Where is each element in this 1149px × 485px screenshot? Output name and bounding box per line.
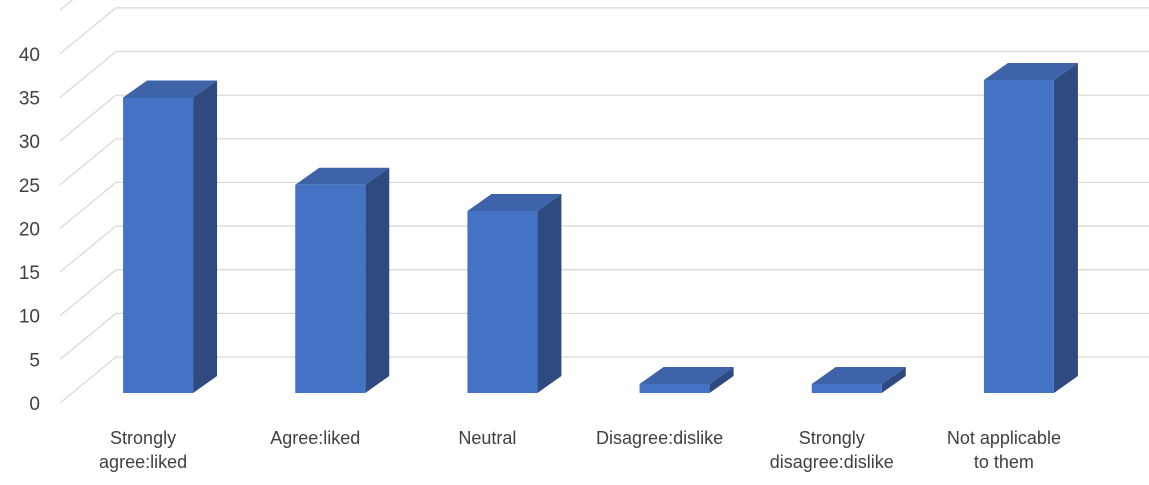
gridline-side bbox=[59, 7, 117, 55]
bar-side bbox=[365, 167, 390, 393]
y-tick-label: 20 bbox=[19, 219, 40, 240]
x-category-label: Neutral bbox=[458, 428, 516, 448]
gridline-side bbox=[59, 50, 117, 98]
gridline-side bbox=[59, 356, 117, 404]
bar bbox=[639, 367, 734, 393]
x-category-label: Strongly agree:liked bbox=[99, 428, 187, 472]
gridline-side bbox=[59, 225, 117, 273]
y-tick-label: 30 bbox=[19, 132, 40, 153]
bar bbox=[123, 80, 218, 393]
bar-front bbox=[467, 210, 538, 393]
bar bbox=[295, 167, 390, 393]
y-tick-label: 35 bbox=[19, 88, 40, 109]
y-tick-label: 5 bbox=[29, 350, 40, 371]
bar-front bbox=[983, 79, 1054, 394]
bar-side bbox=[881, 367, 906, 393]
x-category-label: Agree:liked bbox=[270, 428, 360, 448]
x-axis-categories: Strongly agree:liked Agree:liked Neutral Dis… bbox=[99, 428, 1061, 472]
bar-top bbox=[123, 80, 218, 98]
x-category-label: Disagree:dislike bbox=[596, 428, 723, 448]
bars bbox=[123, 62, 1078, 394]
y-tick-label: 10 bbox=[19, 307, 40, 328]
bar-top bbox=[983, 62, 1078, 80]
bar-front bbox=[811, 384, 882, 393]
bar-front bbox=[639, 384, 710, 393]
y-tick-label: 0 bbox=[29, 394, 40, 415]
bar-side bbox=[1053, 62, 1078, 394]
bar-top bbox=[295, 167, 390, 185]
y-axis-ticks: 0 5 10 15 20 25 30 35 40 bbox=[19, 45, 40, 415]
bar bbox=[811, 367, 906, 393]
gridline-side bbox=[59, 312, 117, 360]
y-tick-label: 25 bbox=[19, 176, 40, 197]
x-category-label: Strongly disagree:dislike bbox=[770, 428, 894, 472]
bar-side bbox=[193, 80, 218, 393]
y-tick-label: 15 bbox=[19, 263, 40, 284]
bar-top bbox=[639, 367, 734, 384]
bar-front bbox=[295, 184, 366, 393]
bar-side bbox=[709, 367, 734, 393]
gridline-side bbox=[59, 138, 117, 186]
bar-front bbox=[123, 97, 194, 393]
bar-side bbox=[537, 193, 562, 393]
y-tick-label: 40 bbox=[19, 45, 40, 66]
bar bbox=[983, 62, 1078, 394]
gridlines bbox=[59, 0, 1149, 404]
bar-top bbox=[811, 367, 906, 384]
bar bbox=[467, 193, 562, 393]
gridline-side bbox=[59, 94, 117, 142]
bar-top bbox=[467, 193, 562, 211]
gridline-side bbox=[59, 269, 117, 317]
x-category-label: Not applicable to them bbox=[947, 428, 1061, 472]
gridline-side bbox=[59, 181, 117, 229]
gridline-side bbox=[59, 0, 74, 11]
